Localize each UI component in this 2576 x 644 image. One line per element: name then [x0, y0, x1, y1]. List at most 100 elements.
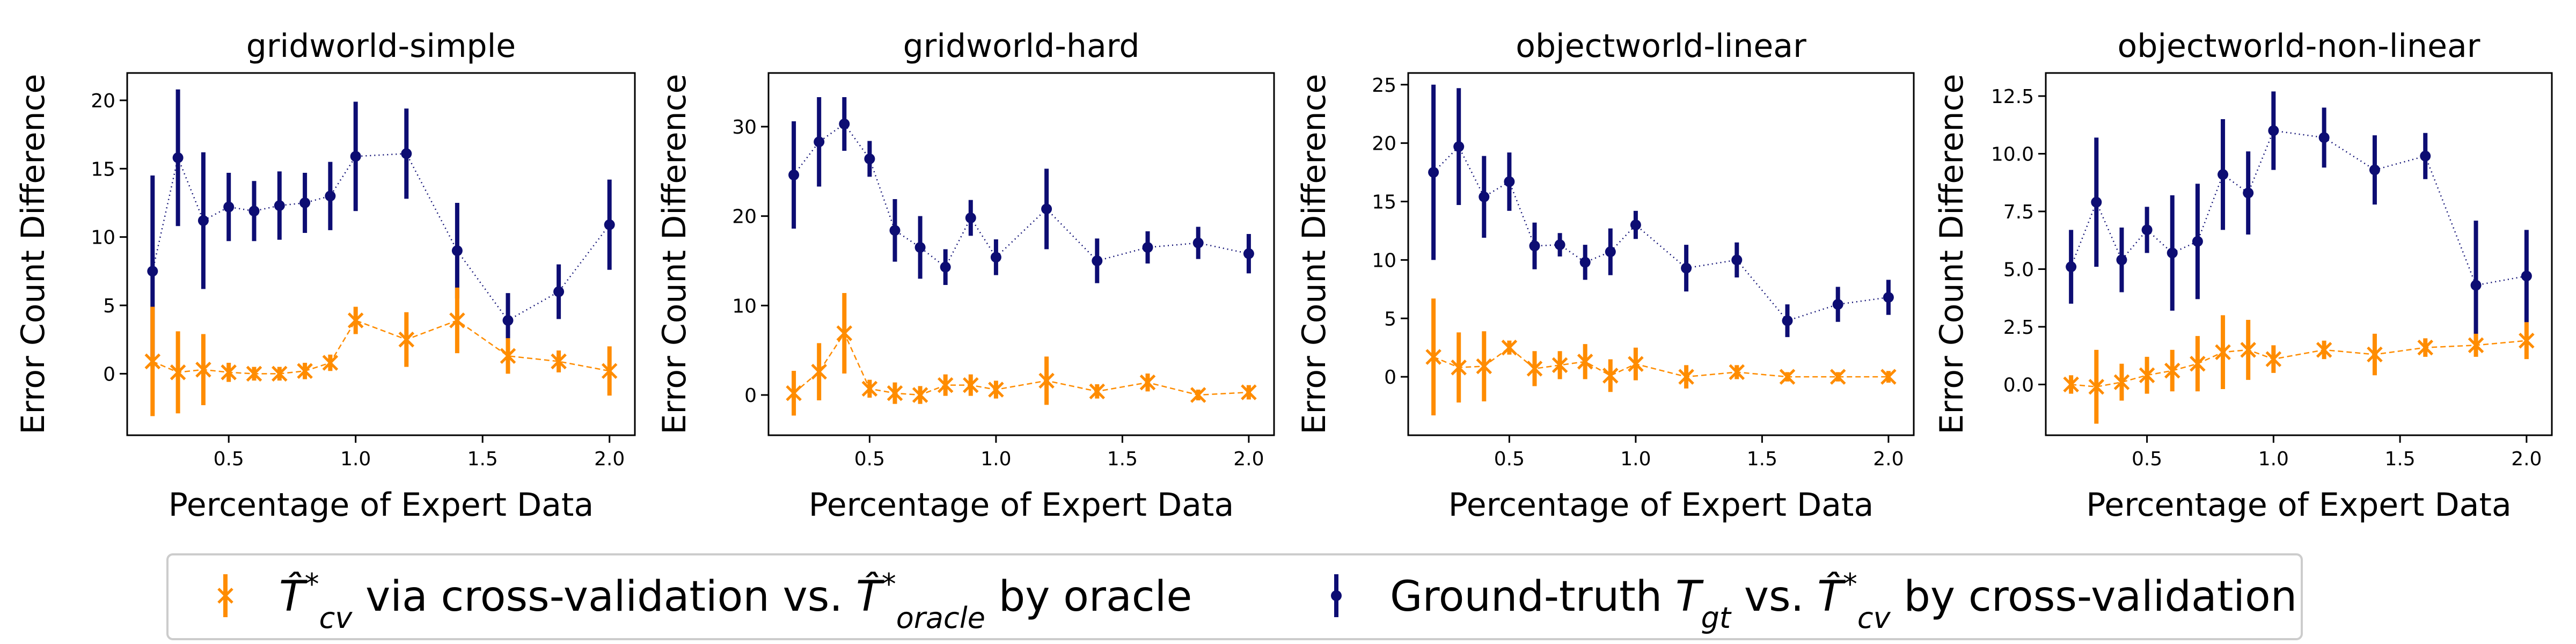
marker-stroke [811, 363, 827, 380]
marker-stroke [272, 365, 288, 382]
data-point [2063, 376, 2079, 393]
data-point [325, 191, 336, 202]
marker-stroke [2190, 355, 2206, 372]
marker-stroke [2316, 342, 2332, 358]
data-point [990, 252, 1001, 263]
data-point [2116, 254, 2127, 266]
data-point [1628, 356, 1644, 372]
legend-entry-gt-cv: Ground-truth Tgt vs. T̂*cv by cross-vali… [1331, 567, 2297, 635]
marker-stroke [1880, 369, 1897, 385]
series-line [2070, 130, 2527, 286]
marker-stroke [144, 353, 161, 370]
y-tick-label: 15 [1372, 192, 1396, 214]
data-point [500, 348, 516, 364]
data-point [2139, 367, 2155, 383]
data-point [246, 365, 262, 382]
data-point [2091, 196, 2102, 208]
marker-stroke [2088, 378, 2105, 395]
data-point [248, 206, 260, 217]
data-point [449, 312, 465, 328]
data-point [1089, 383, 1106, 400]
marker-stroke [1602, 368, 1619, 384]
chart-panel: objectworld-non-linear 0.5 1.0 1.5 2.0 0.0 2.5… [1933, 27, 2553, 524]
data-point [1142, 242, 1153, 253]
data-point [2468, 337, 2484, 354]
marker-stroke [221, 364, 237, 380]
data-point [2088, 378, 2105, 395]
y-tick-label: 30 [732, 116, 757, 138]
data-point [2164, 362, 2180, 379]
y-tick-label: 15 [91, 158, 115, 180]
y-tick-label: 5 [1384, 308, 1396, 330]
marker-stroke [170, 364, 186, 380]
y-axis-label: Error Count Difference [1296, 74, 1333, 435]
data-point [864, 153, 875, 164]
data-point [604, 219, 615, 230]
x-tick-label: 0.5 [2132, 448, 2162, 470]
series-line [152, 319, 610, 375]
marker-stroke [2164, 362, 2180, 379]
marker-stroke [1241, 384, 1257, 400]
legend-label: T̂*cv via cross-validation vs. T̂*oracle… [279, 567, 1192, 635]
data-point [223, 201, 235, 213]
marker-stroke [2215, 344, 2231, 360]
data-point [347, 312, 364, 328]
data-point [170, 364, 186, 380]
data-point [887, 385, 903, 401]
data-point [1038, 372, 1055, 389]
data-point [1731, 254, 1743, 266]
data-point [2521, 270, 2532, 282]
y-axis-label: Error Count Difference [656, 74, 693, 435]
data-point [963, 377, 979, 393]
data-point [1554, 239, 1565, 251]
data-point [398, 331, 415, 348]
series-gt_cv [147, 89, 615, 367]
data-point [322, 355, 339, 371]
x-tick-label: 2.0 [1233, 448, 1264, 470]
data-point [1453, 141, 1465, 152]
marker-stroke [1628, 356, 1644, 372]
marker-stroke [246, 365, 262, 382]
data-point [1729, 364, 1745, 380]
x-axis-label: Percentage of Expert Data [1448, 486, 1874, 524]
marker-stroke [1779, 369, 1796, 385]
data-point [2420, 150, 2431, 162]
series-cv_oracle [144, 287, 618, 416]
legend: T̂*cv via cross-validation vs. T̂*oracle… [166, 553, 2303, 640]
data-point [988, 382, 1004, 398]
data-point [297, 363, 313, 379]
legend-marker [1331, 590, 1342, 601]
data-point [2265, 351, 2282, 367]
data-point [274, 200, 285, 211]
y-tick-label: 0.0 [2003, 374, 2034, 396]
data-point [551, 353, 567, 370]
marker-stroke [601, 363, 618, 379]
x-tick-label: 1.0 [2258, 448, 2289, 470]
marker-stroke [1501, 339, 1518, 356]
marker-stroke [836, 325, 853, 341]
y-tick-label: 5 [103, 295, 115, 317]
marker-stroke [1425, 349, 1441, 365]
marker-stroke [297, 363, 313, 379]
data-point [2215, 344, 2231, 360]
data-point [197, 215, 209, 226]
marker-stroke [347, 312, 364, 328]
series-line [152, 152, 610, 321]
marker-stroke [2265, 351, 2282, 367]
data-point [1529, 240, 1540, 252]
marker-stroke [1476, 358, 1492, 375]
x-tick-label: 0.5 [214, 448, 244, 470]
x-tick-label: 1.5 [1107, 448, 1138, 470]
data-point [1779, 369, 1796, 385]
data-point [147, 266, 158, 277]
marker-stroke [937, 377, 954, 393]
data-point [1832, 299, 1843, 310]
y-tick-label: 20 [1372, 133, 1396, 155]
data-point [1577, 354, 1593, 370]
series-cv_oracle [1425, 298, 1897, 415]
data-point [940, 261, 951, 273]
marker-stroke [1451, 359, 1467, 376]
data-point [914, 242, 926, 253]
